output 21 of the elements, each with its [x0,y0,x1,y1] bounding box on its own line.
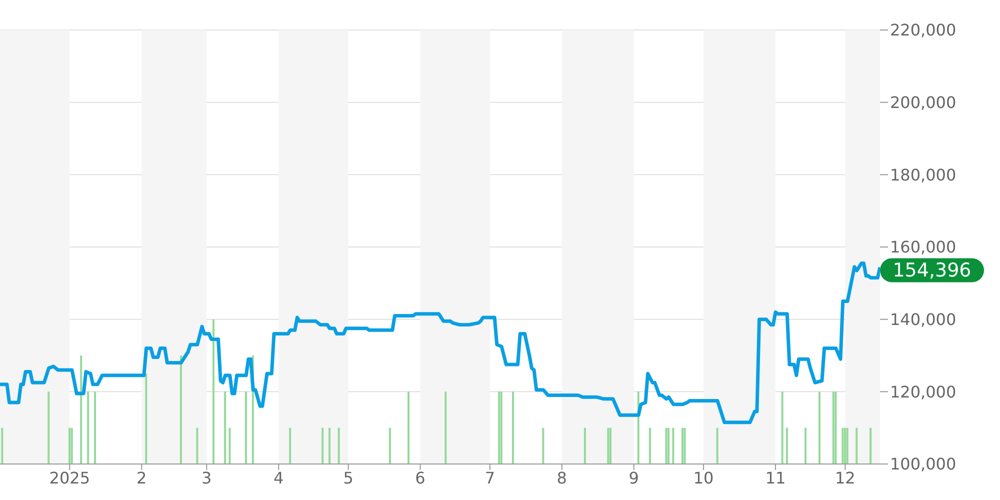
x-tick-label: 5 [343,468,354,488]
y-tick-label: 120,000 [890,382,956,402]
x-tick-label: 12 [834,468,856,488]
x-tick-label: 2025 [49,468,90,488]
y-tick-label: 160,000 [890,238,956,257]
x-tick-label: 8 [556,468,567,488]
y-tick-label: 200,000 [890,93,956,112]
x-tick-label: 2 [136,468,147,488]
x-tick-label: 6 [415,468,426,488]
x-tick-label: 11 [765,468,786,488]
x-tick-label: 4 [274,468,284,488]
x-tick-label: 3 [202,468,212,488]
y-tick-label: 100,000 [890,454,956,474]
x-tick-label: 10 [693,468,714,488]
y-tick-label: 220,000 [890,20,956,40]
y-tick-label: 140,000 [890,310,956,330]
annotation: 154,396 [892,259,972,282]
x-tick-label: 7 [484,468,496,488]
x-tick-label: 9 [628,468,639,488]
line-series [0,262,880,424]
y-tick-label: 180,000 [890,165,956,184]
